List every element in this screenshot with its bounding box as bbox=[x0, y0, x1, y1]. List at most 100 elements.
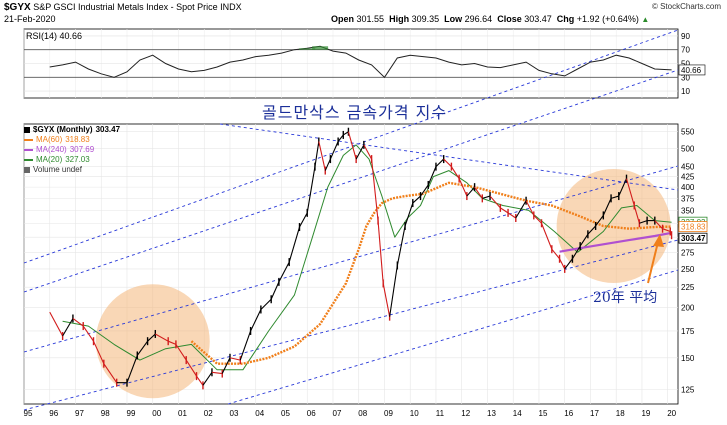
price-segment bbox=[155, 333, 169, 342]
price-segment bbox=[196, 375, 204, 386]
rsi-tick-label: 10 bbox=[681, 87, 690, 96]
price-segment bbox=[72, 318, 84, 327]
legend-ma60-value: 318.83 bbox=[65, 135, 90, 144]
x-tick-label: 04 bbox=[255, 409, 264, 418]
rsi-grid bbox=[23, 29, 678, 98]
price-segment bbox=[318, 141, 326, 171]
trend-channel-line bbox=[227, 269, 679, 405]
price-segment bbox=[363, 144, 373, 160]
price-segment bbox=[324, 158, 331, 171]
series-layer bbox=[49, 45, 673, 390]
price-segment bbox=[533, 215, 542, 224]
price-segment bbox=[337, 134, 344, 142]
rsi-value-tag: 40.66 bbox=[681, 66, 702, 75]
price-segment bbox=[167, 340, 177, 345]
legend-ma240: MA(240) 307.69 bbox=[24, 145, 120, 155]
y-tick-label: 375 bbox=[681, 194, 695, 203]
price-segment bbox=[306, 166, 316, 213]
x-tick-label: 00 bbox=[152, 409, 161, 418]
price-segment bbox=[288, 226, 301, 263]
price-segment bbox=[482, 195, 491, 199]
chg-label: Chg bbox=[556, 14, 575, 24]
chart-date: 21-Feb-2020 bbox=[4, 14, 56, 24]
price-segment bbox=[260, 298, 272, 310]
trend-channel-line bbox=[219, 123, 679, 191]
close-value: 303.47 bbox=[524, 14, 552, 24]
price-segment bbox=[602, 198, 612, 216]
price-segment bbox=[389, 265, 398, 317]
price-segment bbox=[579, 234, 589, 247]
trend-channel-line bbox=[23, 29, 679, 264]
arrow-annotation bbox=[647, 234, 664, 284]
price-segment bbox=[639, 220, 648, 224]
index-name: S&P GSCI Industrial Metals Index - Spot … bbox=[33, 2, 218, 12]
x-tick-label: 08 bbox=[358, 409, 367, 418]
price-segment bbox=[355, 144, 365, 160]
price-segment bbox=[314, 141, 320, 167]
trend-channel-line bbox=[23, 165, 679, 353]
open-label: Open bbox=[331, 14, 355, 24]
symbol: $GYX bbox=[4, 2, 31, 13]
price-segment bbox=[515, 200, 527, 219]
price-segment bbox=[347, 131, 357, 160]
highlight-circles bbox=[95, 168, 671, 399]
ma240-swatch bbox=[24, 149, 33, 151]
exchange: INDX bbox=[220, 2, 242, 12]
price-segment bbox=[211, 371, 223, 375]
price-segment bbox=[147, 333, 156, 342]
chart-legend: $GYX (Monthly) 303.47 MA(60) 318.83 MA(2… bbox=[24, 125, 120, 175]
x-tick-label: 01 bbox=[178, 409, 187, 418]
ma60-swatch bbox=[24, 139, 33, 141]
price-segment bbox=[587, 225, 597, 235]
highlight-circle-2018 bbox=[556, 168, 671, 283]
legend-ma240-label: MA(240) bbox=[36, 145, 67, 154]
price-segment bbox=[396, 225, 406, 266]
price-segment bbox=[525, 200, 535, 216]
price-segment bbox=[136, 340, 149, 356]
up-arrow-icon: ▲ bbox=[641, 15, 650, 24]
x-tick-label: 14 bbox=[513, 409, 522, 418]
price-segment bbox=[185, 359, 197, 377]
x-tick-label: 99 bbox=[127, 409, 136, 418]
x-tick-label: 06 bbox=[307, 409, 316, 418]
price-segment bbox=[564, 258, 573, 270]
price-segment bbox=[278, 261, 290, 283]
y-tick-label: 500 bbox=[681, 144, 695, 153]
volume-swatch bbox=[24, 167, 30, 173]
price-segment bbox=[382, 283, 391, 317]
price-segment bbox=[239, 330, 252, 361]
price-swatch bbox=[24, 127, 30, 133]
price-segment bbox=[610, 195, 619, 199]
rsi-value: 40.66 bbox=[59, 31, 83, 41]
legend-ma60-label: MA(60) bbox=[36, 135, 63, 144]
x-tick-label: 09 bbox=[384, 409, 393, 418]
legend-ma20: MA(20) 327.03 bbox=[24, 155, 120, 165]
arrow-head-icon bbox=[653, 234, 664, 247]
x-tick-label: 96 bbox=[49, 409, 58, 418]
price-segment bbox=[175, 344, 187, 361]
annotation-title: 골드만삭스 금속가격 지수 bbox=[262, 103, 448, 122]
price-segment bbox=[489, 195, 501, 209]
close-label: Close bbox=[497, 14, 522, 24]
trend-channel-line bbox=[23, 239, 679, 411]
price-segment bbox=[559, 258, 566, 270]
price-segment bbox=[377, 220, 384, 284]
price-segment bbox=[404, 202, 414, 227]
rsi-overbought-fill bbox=[299, 48, 316, 50]
x-tick-label: 16 bbox=[564, 409, 573, 418]
price-segment bbox=[541, 223, 553, 250]
low-value: 296.64 bbox=[464, 14, 493, 24]
price-segment bbox=[420, 184, 429, 197]
low-label: Low bbox=[444, 14, 463, 24]
price-segment bbox=[625, 178, 635, 206]
x-tick-label: 05 bbox=[281, 409, 290, 418]
price-segment bbox=[500, 207, 509, 214]
price-segment bbox=[221, 357, 231, 374]
legend-ma60: MA(60) 318.83 bbox=[24, 135, 120, 145]
price-segment bbox=[229, 357, 241, 361]
y-tick-label: 250 bbox=[681, 265, 695, 274]
price-segment bbox=[654, 220, 663, 230]
x-tick-label: 02 bbox=[204, 409, 213, 418]
y-tick-label: 225 bbox=[681, 283, 695, 292]
price-segment bbox=[507, 212, 517, 219]
